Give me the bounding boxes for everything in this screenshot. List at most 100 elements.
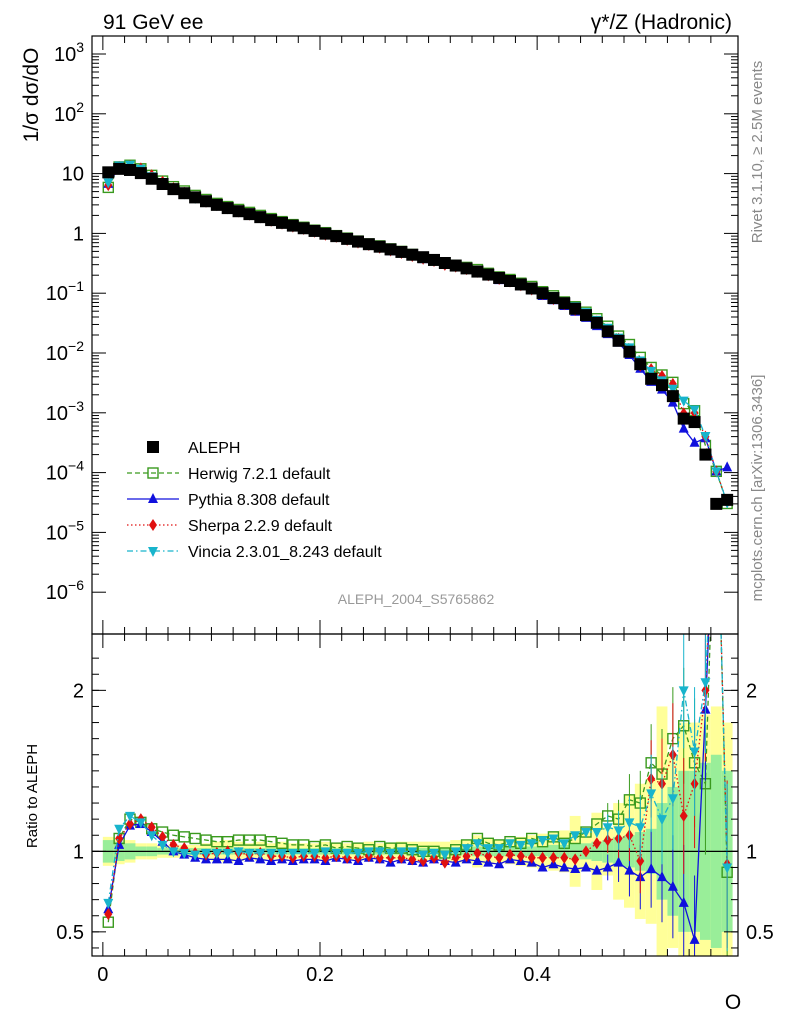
aleph-point — [460, 262, 473, 275]
legend-label: Herwig 7.2.1 default — [188, 466, 331, 483]
aleph-point — [525, 282, 538, 295]
ratio-point — [321, 851, 330, 864]
main-y-tick-exponent: −4 — [68, 458, 84, 474]
main-y-tick-label: 10−1 — [46, 278, 84, 305]
ratio-point — [331, 848, 342, 859]
ratio-y-axis-label: Ratio to ALEPH — [24, 744, 41, 848]
ratio-point — [582, 845, 590, 858]
ratio-point — [451, 851, 460, 864]
ratio-y-tick-label-right: 0.5 — [746, 922, 774, 944]
ratio-point — [178, 831, 190, 843]
energy-label: 91 GeV ee — [103, 11, 203, 34]
legend-label: ALEPH — [188, 440, 240, 457]
ratio-point — [450, 847, 461, 858]
ratio-point — [571, 853, 580, 866]
main-y-tick-base: 10 — [62, 164, 84, 186]
main-y-tick-label: 10−3 — [46, 398, 84, 425]
ratio-point — [265, 835, 277, 848]
aleph-point — [656, 379, 668, 392]
main-point — [689, 436, 700, 447]
ratio-point — [353, 848, 363, 859]
aleph-point — [189, 191, 202, 204]
legend-marker — [147, 467, 159, 479]
ratio-y-tick-label: 1 — [73, 841, 84, 863]
ratio-point — [570, 831, 581, 842]
ratio-point — [559, 861, 570, 872]
ratio-point — [385, 848, 396, 859]
aleph-point — [156, 178, 169, 191]
ratio-point — [494, 844, 505, 855]
aleph-point — [558, 297, 571, 310]
ratio-point — [472, 855, 483, 866]
ratio-point — [146, 831, 157, 842]
ratio-point — [276, 837, 288, 849]
legend-label: Vincia 2.3.01_8.243 default — [188, 544, 382, 561]
main-y-tick-label: 102 — [54, 99, 84, 126]
ratio-point — [592, 837, 601, 850]
ratio-point — [506, 848, 514, 861]
aleph-point — [308, 224, 321, 237]
ratio-point — [472, 839, 483, 850]
ratio-point — [126, 817, 134, 830]
legend: ALEPH Herwig 7.2.1 default Pythia 8.308 de… — [127, 440, 382, 561]
ratio-y-tick-label-right: 2 — [746, 680, 757, 702]
ratio-point — [408, 853, 417, 866]
ratio-point — [374, 847, 385, 858]
aleph-point — [601, 325, 614, 338]
ratio-point — [222, 848, 233, 859]
main-y-tick-exponent: 3 — [76, 39, 84, 55]
ratio-y-tick-label: 2 — [73, 680, 84, 702]
aleph-point — [276, 216, 288, 229]
aleph-point — [210, 198, 223, 211]
ratio-point — [104, 908, 113, 921]
aleph-point — [547, 292, 560, 305]
ratio-point — [548, 834, 559, 845]
aleph-point — [221, 202, 234, 215]
ratio-point — [375, 851, 384, 864]
aleph-point — [113, 162, 126, 175]
ratio-point — [320, 847, 331, 858]
aleph-point — [134, 167, 147, 180]
aleph-point — [612, 334, 625, 347]
aleph-point — [710, 497, 723, 510]
aleph-point — [124, 163, 136, 176]
main-point — [103, 178, 114, 189]
main-point — [646, 366, 657, 377]
ratio-point — [559, 839, 570, 850]
aleph-point — [438, 256, 451, 269]
aleph-point — [254, 211, 267, 224]
ratio-point — [233, 855, 244, 866]
ratio-line-4 — [107, 634, 728, 903]
aleph-point — [362, 238, 375, 251]
aleph-point — [265, 214, 278, 227]
aleph-point — [569, 302, 582, 315]
ratio-line-2 — [107, 634, 710, 941]
ratio-point — [158, 830, 167, 843]
ratio-point — [363, 847, 374, 858]
aleph-point — [471, 265, 484, 278]
main-y-tick-base: 10 — [46, 343, 68, 365]
ratio-point — [135, 818, 146, 829]
ratio-point — [483, 844, 494, 855]
x-tick-label: 0.2 — [306, 964, 334, 986]
main-y-tick-label: 10 — [62, 164, 84, 186]
ratio-point — [495, 851, 504, 864]
ratio-point — [591, 864, 602, 875]
ratio-point — [570, 863, 581, 874]
ratio-point — [115, 832, 124, 845]
ratio-point — [201, 848, 211, 859]
main-y-axis-label: 1/σ dσ/dO — [20, 48, 43, 143]
main-point — [700, 431, 711, 442]
ratio-y-tick-label-right: 1 — [746, 841, 757, 863]
x-tick-label: 0.4 — [523, 964, 551, 986]
legend-label: Pythia 8.308 default — [188, 492, 330, 509]
ratio-point — [190, 850, 201, 861]
aleph-point — [384, 243, 397, 256]
aleph-point — [536, 287, 549, 300]
aleph-point — [232, 205, 245, 218]
main-y-tick-exponent: −6 — [68, 577, 84, 593]
aleph-point — [493, 271, 506, 284]
main-y-tick-base: 10 — [54, 104, 76, 126]
aleph-point — [373, 240, 386, 253]
ratio-point — [211, 848, 222, 859]
